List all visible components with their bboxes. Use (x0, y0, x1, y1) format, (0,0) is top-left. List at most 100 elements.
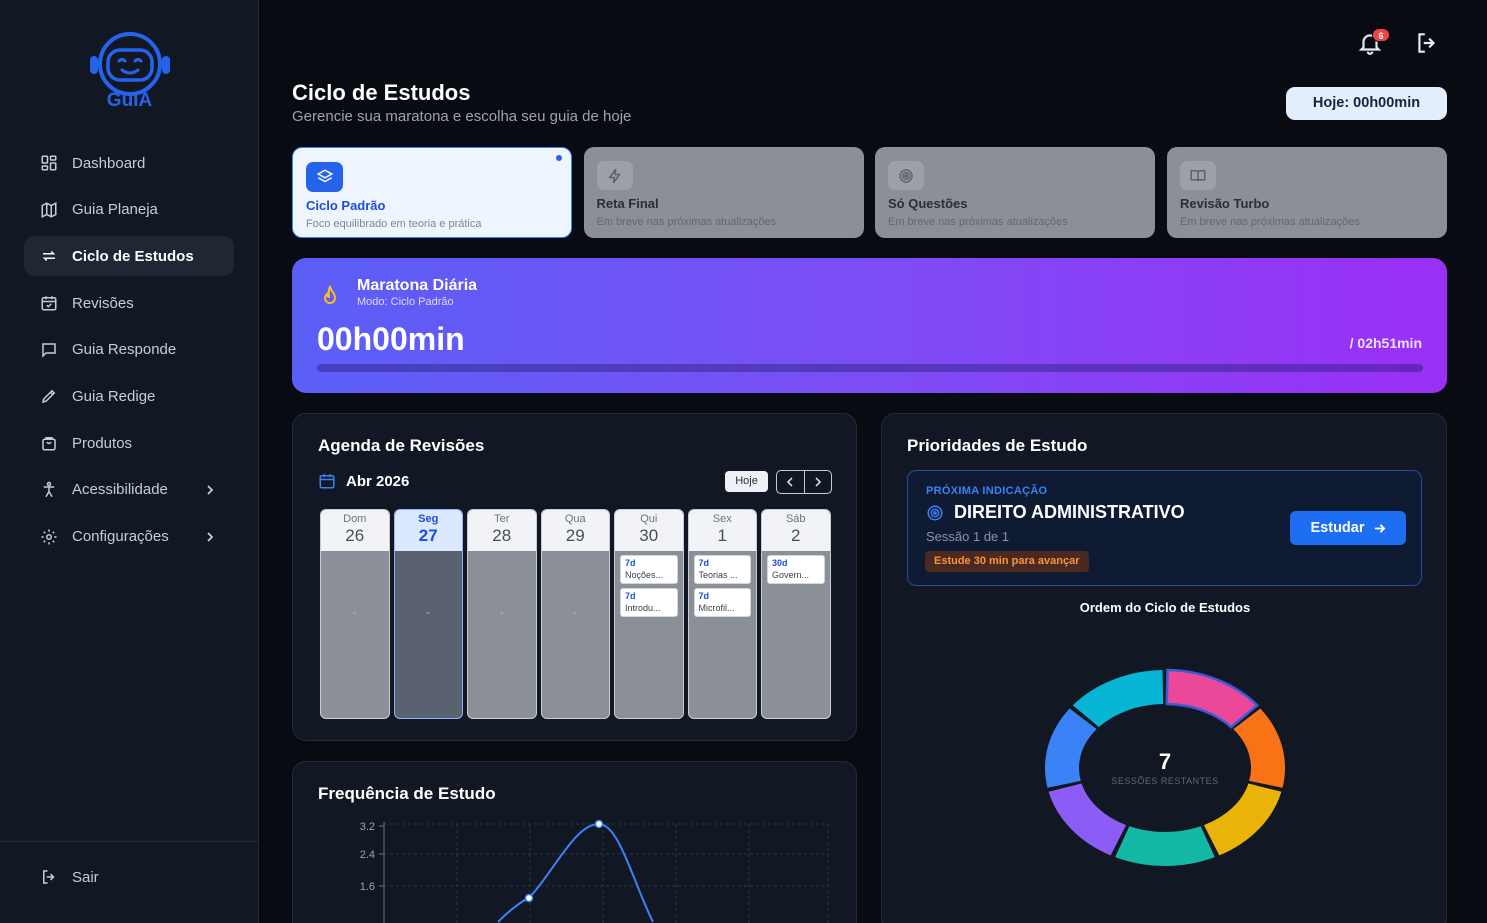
exit-icon[interactable] (1414, 30, 1440, 56)
review-interval: 7d (698, 558, 710, 568)
sidebar-divider (0, 841, 259, 842)
sidebar-item-dashboard[interactable]: Dashboard (24, 143, 234, 183)
donut-segment[interactable] (1165, 668, 1260, 729)
sidebar-item-produtos[interactable]: Produtos (24, 423, 234, 463)
next-week-button[interactable] (805, 471, 832, 493)
book-icon (1180, 161, 1216, 190)
logout-button[interactable]: Sair (24, 857, 234, 897)
agenda-day[interactable]: Dom 26 - (320, 509, 390, 719)
agenda-day[interactable]: Sex 1 7d Teorias ... 7d Microfil... (687, 509, 757, 719)
review-interval: 7d (698, 591, 710, 601)
week-days: Dom 26 - Seg 27 - Ter 28 - Qua 29 - Qui 30 7d Noções...… (320, 509, 831, 719)
review-subject: Noções... (625, 570, 664, 580)
agenda-day[interactable]: Sáb 2 30d Govern... (761, 509, 831, 719)
sidebar-item-label: Acessibilidade (72, 481, 168, 499)
page-subtitle: Gerencie sua maratona e escolha seu guia… (292, 108, 632, 125)
data-point (594, 819, 604, 829)
sidebar-item-guia-planeja[interactable]: Guia Planeja (24, 190, 234, 230)
review-item[interactable]: 7d Microfil... (693, 588, 751, 617)
sidebar-item-ciclo-de-estudos[interactable]: Ciclo de Estudos (24, 236, 234, 277)
month-navigation (776, 470, 832, 494)
sidebar-item-guia-redige[interactable]: Guia Redige (24, 376, 234, 416)
sidebar-item-revisoes[interactable]: Revisões (24, 283, 234, 323)
month-label: Abr 2026 (346, 472, 410, 490)
sidebar-item-guia-responde[interactable]: Guia Responde (24, 330, 234, 370)
remaining-sessions-label: SESSÕES RESTANTES (1111, 776, 1219, 786)
agenda-panel: Agenda de Revisões Abr 2026 Hoje Dom 26- S… (292, 413, 857, 741)
bolt-icon (596, 161, 633, 190)
map-icon (41, 201, 57, 218)
donut-segment[interactable] (1045, 708, 1097, 788)
sidebar: GuIA Dashboard Guia Planeja Ciclo de Est… (0, 0, 259, 923)
review-interval: 7d (625, 591, 636, 601)
layers-icon (306, 162, 343, 192)
daily-marathon-card: Maratona Diária Modo: Ciclo Padrão 00h00… (292, 258, 1447, 393)
day-number: 26 (345, 526, 365, 545)
agenda-day[interactable]: Seg 27 - (393, 509, 463, 719)
calendar-check-icon (41, 296, 57, 311)
gear-icon (41, 529, 57, 544)
cycle-order-title: Ordem do Ciclo de Estudos (1079, 600, 1251, 615)
next-tag: PRÓXIMA INDICAÇÃO (926, 485, 1048, 497)
cycle-icon (42, 251, 56, 262)
priorities-title: Prioridades de Estudo (907, 436, 1088, 455)
mode-card-so-questoes[interactable]: Só Questões Em breve nas próximas atuali… (875, 147, 1155, 238)
mode-card-ciclo-padrao[interactable]: Ciclo Padrão Foco equilibrado em teoria … (292, 147, 572, 238)
study-button[interactable]: Estudar (1290, 511, 1406, 545)
agenda-day[interactable]: Qua 29 - (540, 509, 610, 719)
flame-icon (323, 284, 337, 304)
mode-card-revisao-turbo[interactable]: Revisão Turbo Em breve nas próximas atua… (1167, 147, 1447, 238)
next-hint-badge: Estude 30 min para avançar (925, 551, 1089, 572)
day-header: Qua 29 (541, 510, 609, 551)
sidebar-item-acessibilidade[interactable]: Acessibilidade (24, 470, 234, 510)
day-header: Ter 28 (468, 510, 536, 551)
review-item[interactable]: 7d Noções... (620, 555, 678, 584)
day-number: 2 (791, 526, 801, 545)
prev-week-button[interactable] (777, 471, 805, 493)
bag-icon (42, 437, 56, 451)
sidebar-item-label: Guia Planeja (72, 201, 158, 219)
next-subject: DIREITO ADMINISTRATIVO (954, 502, 1185, 522)
frequency-line (497, 822, 654, 923)
review-subject: Introdu... (625, 603, 661, 613)
mode-description: Foco equilibrado em teoria e prática (306, 218, 482, 230)
review-item[interactable]: 30d Govern... (767, 555, 825, 584)
sidebar-item-configuracoes[interactable]: Configurações (24, 517, 234, 557)
day-number: 1 (717, 526, 727, 545)
chevron-right-icon (207, 531, 214, 542)
review-subject: Microfil... (698, 603, 735, 613)
frequency-panel: Frequência de Estudo 3.2 2.4 1.6 (292, 761, 857, 923)
priorities-panel: Prioridades de Estudo PRÓXIMA INDICAÇÃO … (881, 413, 1447, 923)
mode-card-reta-final[interactable]: Reta Final Em breve nas próximas atualiz… (583, 147, 864, 238)
day-header: Seg 27 (394, 510, 462, 551)
marathon-progress-bar (317, 364, 1423, 372)
mode-description: Em breve nas próximas atualizações (1180, 216, 1360, 228)
day-header: Sáb 2 (762, 510, 830, 551)
empty-day-marker: - (573, 605, 578, 619)
next-recommendation-card: PRÓXIMA INDICAÇÃO DIREITO ADMINISTRATIVO… (907, 470, 1422, 586)
day-number: 28 (492, 526, 512, 545)
empty-day-marker: - (426, 605, 431, 619)
review-item[interactable]: 7d Introdu... (620, 588, 678, 617)
review-interval: 7d (625, 558, 636, 568)
day-number: 27 (418, 526, 438, 545)
donut-segment[interactable] (1203, 783, 1282, 856)
donut-segment[interactable] (1233, 708, 1285, 788)
notification-badge: 6 (1372, 28, 1390, 42)
review-item[interactable]: 7d Teorias ... (693, 555, 751, 584)
sidebar-nav: Dashboard Guia Planeja Ciclo de Estudos … (24, 143, 234, 563)
mode-description: Em breve nas próximas atualizações (888, 216, 1068, 228)
review-subject: Teorias ... (698, 570, 738, 580)
active-dot (556, 155, 562, 161)
chevron-right-icon (815, 477, 821, 487)
y-tick-label: 2.4 (360, 849, 375, 861)
agenda-day[interactable]: Qui 30 7d Noções... 7d Introdu... (614, 509, 684, 719)
arrow-right-icon (1374, 523, 1385, 533)
donut-segment[interactable] (1072, 670, 1164, 728)
dashboard-icon (41, 155, 57, 171)
marathon-time: 00h00min (317, 321, 465, 357)
agenda-day[interactable]: Ter 28 - (467, 509, 537, 719)
donut-segment[interactable] (1115, 826, 1215, 866)
today-button[interactable]: Hoje (725, 471, 768, 492)
donut-segment[interactable] (1048, 783, 1127, 856)
